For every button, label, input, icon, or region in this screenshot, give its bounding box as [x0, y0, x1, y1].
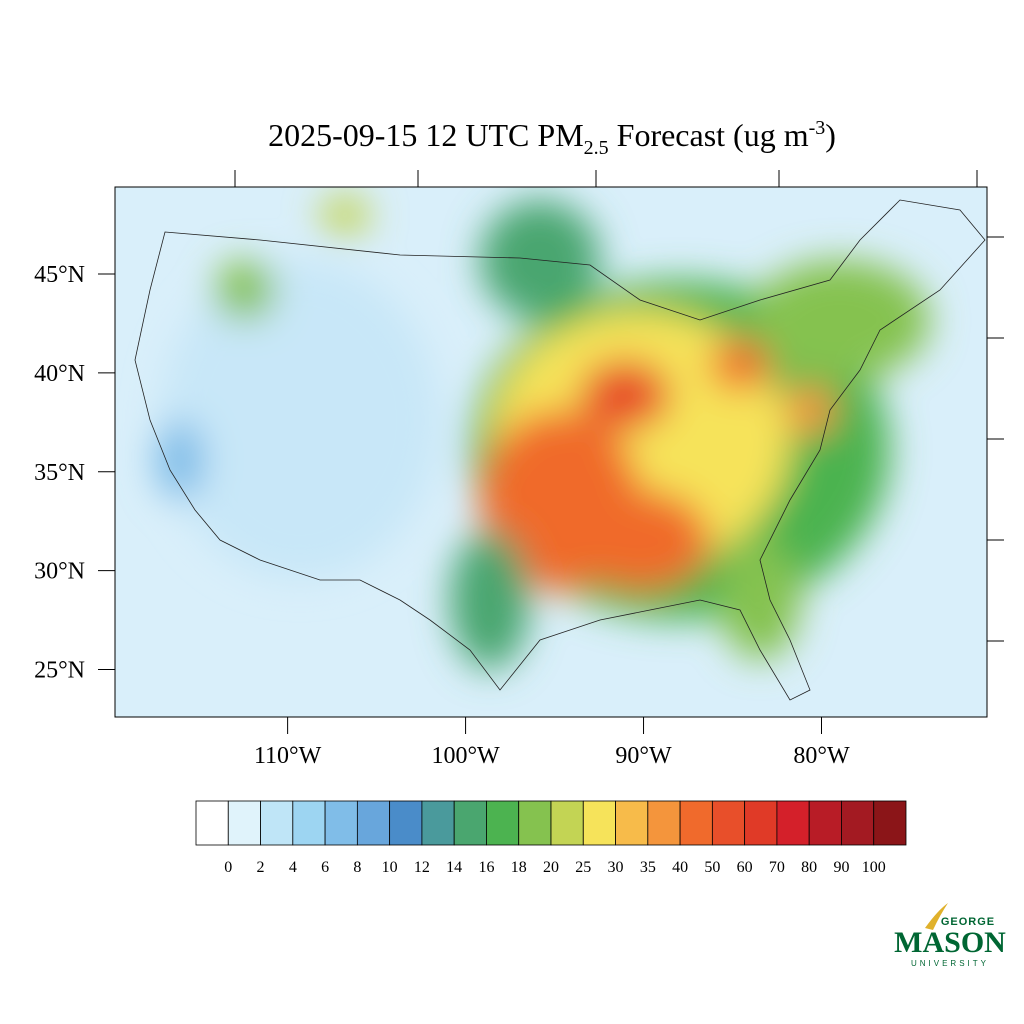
- colorbar-label: 90: [833, 859, 849, 876]
- map-frame: [114, 186, 988, 718]
- colorbar-box: [744, 800, 778, 846]
- colorbar-label: 50: [704, 859, 720, 876]
- colorbar-label: 10: [382, 859, 398, 876]
- colorbar-box: [808, 800, 842, 846]
- colorbar-box: [356, 800, 391, 846]
- x-tick-label: 110°W: [254, 743, 322, 769]
- colorbar-label: 14: [446, 859, 462, 876]
- colorbar-label: 40: [672, 859, 688, 876]
- colorbar-box: [550, 800, 584, 846]
- colorbar-label: 100: [862, 859, 886, 876]
- colorbar-box: [679, 800, 713, 846]
- y-tick-label: 25°N: [34, 658, 85, 684]
- map-field: [115, 187, 987, 717]
- colorbar-box: [195, 800, 229, 846]
- colorbar-label: 30: [608, 859, 624, 876]
- colorbar-label: 35: [640, 859, 656, 876]
- colorbar-box: [421, 800, 455, 846]
- colorbar-label: 80: [801, 859, 817, 876]
- colorbar-label: 20: [543, 859, 559, 876]
- colorbar-box: [389, 800, 423, 846]
- colorbar-box: [453, 800, 487, 846]
- colorbar-label: 16: [478, 859, 494, 876]
- colorbar-label: 12: [414, 859, 430, 876]
- x-tick-label: 100°W: [431, 743, 500, 769]
- colorbar-box: [647, 800, 681, 846]
- title: 2025-09-15 12 UTC PM2.5 Forecast (ug m-3…: [268, 117, 836, 159]
- colorbar-label: 70: [769, 859, 785, 876]
- right-ticks: [987, 236, 1004, 642]
- colorbar-box: [486, 800, 520, 846]
- logo-bottom: UNIVERSITY: [911, 959, 989, 968]
- colorbar-box: [841, 800, 875, 846]
- x-tick-label: 90°W: [615, 743, 672, 769]
- colorbar-box: [873, 800, 907, 846]
- x-tick-label: 80°W: [793, 743, 850, 769]
- colorbar-label: 0: [224, 859, 232, 876]
- y-tick-label: 30°N: [34, 559, 85, 585]
- colorbar-label: 6: [321, 859, 329, 876]
- logo: GEORGE MASON UNIVERSITY: [894, 903, 1006, 968]
- colorbar-box: [227, 800, 261, 846]
- top-ticks: [234, 170, 978, 187]
- colorbar-box: [582, 800, 616, 846]
- colorbar-box: [324, 800, 358, 846]
- y-tick-label: 35°N: [34, 460, 85, 486]
- colorbar-box: [711, 800, 746, 846]
- colorbar-label: 4: [289, 859, 297, 876]
- colorbar-box: [260, 800, 294, 846]
- logo-main: MASON: [894, 926, 1006, 959]
- colorbar-label: 60: [737, 859, 753, 876]
- y-tick-label: 45°N: [34, 262, 85, 288]
- colorbar-label: 8: [353, 859, 361, 876]
- y-tick-label: 40°N: [34, 361, 85, 387]
- colorbar-label: 2: [257, 859, 265, 876]
- colorbar-label: 25: [575, 859, 591, 876]
- colorbar-box: [292, 800, 326, 846]
- colorbar-box: [518, 800, 552, 846]
- logo-top: GEORGE: [941, 916, 995, 928]
- colorbar-box: [615, 800, 649, 846]
- colorbar-box: [776, 800, 810, 846]
- colorbar-label: 18: [511, 859, 527, 876]
